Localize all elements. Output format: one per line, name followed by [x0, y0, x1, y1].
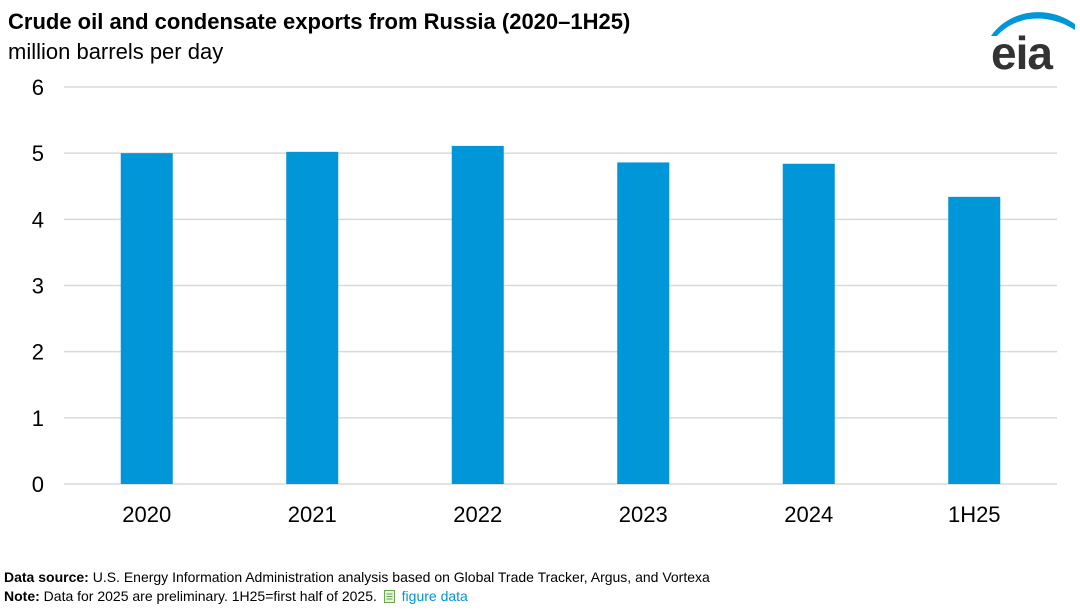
y-tick-label: 6 — [32, 75, 44, 100]
x-tick-label: 2022 — [453, 502, 502, 527]
y-tick-label: 5 — [32, 141, 44, 166]
x-tick-label: 2021 — [288, 502, 337, 527]
note-text: Data for 2025 are preliminary. 1H25=firs… — [43, 588, 377, 604]
note-label: Note: — [4, 588, 40, 604]
bar-1H25 — [948, 196, 1001, 484]
note-line: Note: Data for 2025 are preliminary. 1H2… — [4, 588, 468, 604]
y-tick-label: 2 — [32, 340, 44, 365]
bar-2024 — [782, 163, 835, 484]
y-tick-label: 4 — [32, 207, 44, 232]
bars — [120, 145, 1001, 484]
y-axis-ticks: 0 1 2 3 4 5 6 — [32, 75, 44, 497]
bar-2020 — [120, 153, 173, 484]
x-tick-label: 2024 — [784, 502, 833, 527]
bar-2021 — [286, 151, 339, 484]
x-tick-label: 2023 — [619, 502, 668, 527]
eia-logo-text: eia — [991, 27, 1053, 79]
x-axis-ticks: 2020 2021 2022 2023 2024 1H25 — [122, 502, 1000, 527]
y-tick-label: 3 — [32, 274, 44, 299]
document-icon — [383, 590, 395, 603]
bar-2023 — [617, 162, 670, 484]
eia-logo: eia — [985, 6, 1077, 76]
data-source-line: Data source: U.S. Energy Information Adm… — [4, 569, 710, 585]
data-source-text: U.S. Energy Information Administration a… — [92, 569, 710, 585]
x-tick-label: 2020 — [122, 502, 171, 527]
chart-title: Crude oil and condensate exports from Ru… — [8, 9, 631, 34]
chart-subtitle: million barrels per day — [8, 39, 224, 64]
figure-data-link[interactable]: figure data — [401, 588, 468, 604]
x-tick-label: 1H25 — [948, 502, 1001, 527]
bar-2022 — [451, 145, 504, 484]
bar-chart: 0 1 2 3 4 5 6 2020 2021 2022 2023 2024 1H25 — [32, 75, 1057, 527]
data-source-label: Data source: — [4, 569, 89, 585]
y-tick-label: 1 — [32, 406, 44, 431]
eia-swoosh-icon — [991, 12, 1075, 36]
y-tick-label: 0 — [32, 472, 44, 497]
gridlines — [64, 86, 1057, 485]
